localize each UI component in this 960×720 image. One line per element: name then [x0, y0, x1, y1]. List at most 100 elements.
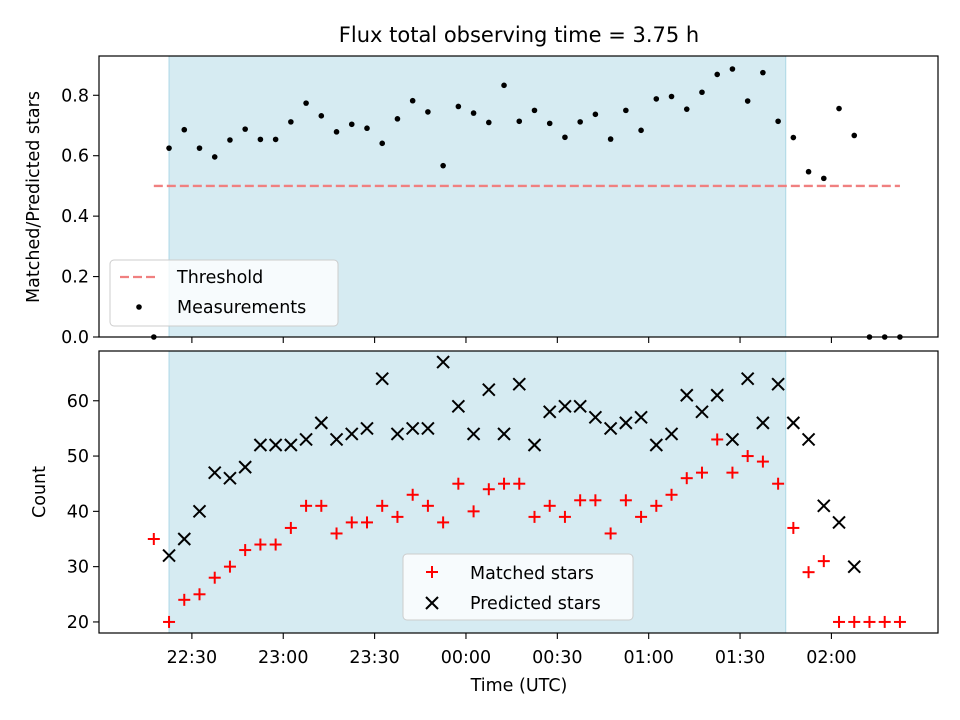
- matched-star-point: [726, 466, 739, 479]
- matched-star-point: [421, 499, 434, 512]
- predicted-star-point: [375, 371, 389, 386]
- matched-star-point: [437, 516, 450, 529]
- predicted-star-point: [634, 410, 648, 425]
- matched-star-point: [558, 510, 571, 523]
- matched-star-point: [147, 533, 160, 545]
- measurement-point: [638, 127, 644, 134]
- measurement-point: [318, 113, 325, 119]
- matched-star-point: [406, 488, 419, 501]
- measurement-point: [379, 140, 386, 147]
- predicted-star-point: [710, 388, 724, 402]
- count-axes-frame: [98, 350, 939, 634]
- matched-star-point: [208, 571, 221, 584]
- measurement-point: [790, 134, 797, 141]
- count-y-tick-label: 50: [67, 447, 89, 467]
- matched-star-point: [619, 494, 632, 507]
- matched-star-point: [543, 499, 556, 512]
- matched-star-point: [772, 477, 785, 490]
- measurement-point: [470, 110, 477, 116]
- measurement-point: [288, 119, 294, 125]
- measurement-point: [196, 145, 203, 151]
- measurement-point: [181, 126, 188, 133]
- predicted-star-point: [801, 432, 816, 447]
- measurement-point: [486, 119, 492, 126]
- measurement-point: [668, 93, 675, 100]
- predicted-star-point: [466, 427, 481, 441]
- measurement-point: [607, 136, 614, 142]
- legend-measurements-swatch: [136, 304, 142, 310]
- measurement-point: [836, 105, 842, 112]
- ratio-y-tick-label: 0.2: [61, 268, 89, 288]
- measurement-point: [683, 106, 690, 112]
- predicted-star-point: [847, 559, 861, 574]
- matched-star-point: [756, 455, 769, 468]
- ratio-y-tick-label: 0.6: [61, 147, 89, 167]
- predicted-star-point: [512, 377, 526, 391]
- predicted-star-point: [695, 405, 709, 419]
- predicted-star-point: [177, 532, 191, 546]
- matched-star-point: [833, 615, 846, 628]
- ratio-y-tick-label: 0.8: [61, 86, 89, 106]
- legend-matched-swatch: [426, 566, 438, 578]
- measurement-point: [440, 162, 446, 169]
- predicted-star-point: [619, 416, 633, 430]
- matched-star-point: [848, 615, 861, 628]
- matched-star-point: [863, 615, 876, 628]
- measurement-point: [653, 96, 660, 102]
- ratio-legend: Threshold Measurements: [109, 259, 339, 327]
- matched-star-point: [802, 566, 815, 579]
- count-y-axis-label: Count: [30, 466, 50, 518]
- measurement-point: [760, 69, 766, 76]
- matched-star-point: [482, 483, 495, 496]
- matched-star-point: [163, 615, 176, 628]
- count-y-tick-label: 20: [67, 613, 89, 633]
- predicted-star-point: [268, 438, 283, 452]
- x-tick-label: 01:30: [715, 648, 765, 668]
- predicted-star-point: [756, 416, 770, 430]
- predicted-star-point: [771, 377, 785, 391]
- x-tick-label: 23:30: [349, 648, 399, 668]
- predicted-star-point: [664, 427, 679, 441]
- measurement-point: [562, 134, 568, 141]
- measurement-point: [425, 109, 431, 115]
- predicted-star-point: [329, 432, 344, 447]
- measurement-point: [729, 66, 736, 72]
- matched-star-point: [376, 499, 389, 512]
- matched-star-point: [695, 466, 708, 479]
- x-tick-label: 00:30: [532, 648, 582, 668]
- matched-star-point: [498, 477, 511, 490]
- matched-star-point: [345, 516, 358, 529]
- predicted-star-point: [573, 399, 587, 414]
- predicted-star-point: [543, 405, 557, 419]
- predicted-star-point: [421, 421, 435, 436]
- predicted-star-point: [817, 499, 831, 513]
- measurement-point: [805, 168, 812, 175]
- ratio-panel: 0.00.20.40.60.8 Matched/Predicted stars …: [24, 55, 939, 348]
- predicted-star-point: [284, 438, 298, 452]
- count-y-tick-label: 60: [67, 392, 89, 412]
- matched-star-point: [635, 510, 648, 523]
- matched-star-point: [269, 538, 282, 551]
- measurement-point: [623, 107, 629, 114]
- matched-star-point: [254, 538, 267, 551]
- measurement-point: [348, 121, 355, 128]
- predicted-star-point: [451, 399, 466, 414]
- ratio-y-tick-label: 0.4: [61, 207, 89, 227]
- x-tick-label: 00:00: [441, 648, 491, 668]
- measurement-point: [242, 126, 248, 132]
- predicted-star-point: [725, 432, 740, 447]
- measurement-point: [516, 118, 523, 125]
- matched-star-point: [178, 593, 191, 606]
- matched-star-point: [467, 505, 480, 518]
- legend-predicted-label: Predicted stars: [470, 594, 601, 614]
- predicted-star-point: [832, 515, 846, 530]
- matched-star-point: [360, 516, 373, 529]
- predicted-star-point: [253, 438, 268, 452]
- legend-measurements-label: Measurements: [177, 298, 306, 318]
- measurement-point: [531, 107, 538, 114]
- measurement-point: [166, 145, 172, 151]
- matched-star-point: [330, 527, 343, 540]
- measurement-point: [577, 119, 583, 125]
- predicted-star-point: [603, 421, 618, 436]
- matched-star-point: [741, 450, 754, 463]
